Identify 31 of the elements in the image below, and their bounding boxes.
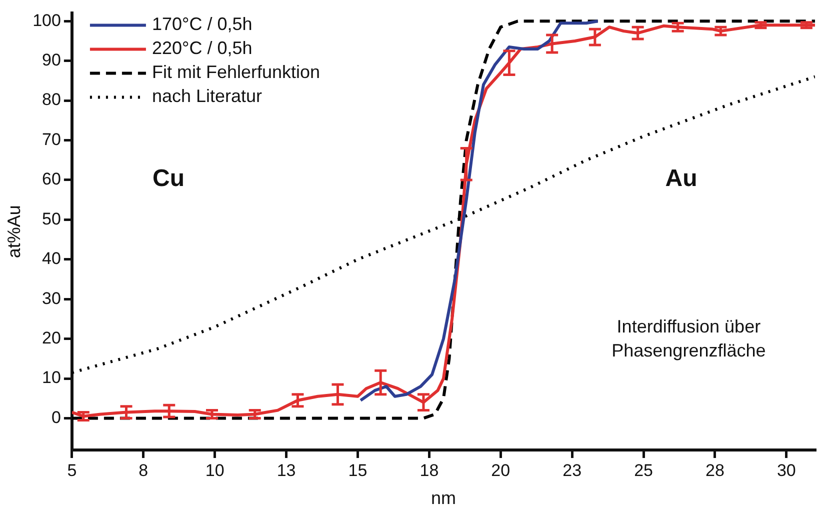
y-tick-label: 10: [42, 368, 61, 388]
x-tick-label: 10: [205, 460, 224, 480]
x-tick-label: 28: [706, 460, 724, 480]
y-tick-label: 70: [42, 130, 61, 149]
legend-label: 170°C / 0,5h: [152, 14, 252, 34]
y-tick-label: 20: [42, 328, 61, 348]
annotation: Cu: [152, 164, 185, 192]
y-tick-label: 40: [42, 249, 61, 268]
legend-label: nach Literatur: [152, 86, 262, 106]
x-tick-label: 15: [348, 460, 368, 480]
y-tick-label: 100: [32, 10, 61, 30]
x-tick-label: 8: [138, 460, 148, 480]
x-tick-label: 13: [276, 460, 296, 480]
y-tick-label: 80: [42, 90, 61, 110]
y-axis-title: at%Au: [4, 205, 24, 258]
legend-label: Fit mit Fehlerfunktion: [152, 62, 320, 82]
x-axis-title: nm: [430, 488, 456, 508]
x-tick-label: 18: [420, 460, 439, 480]
y-tick-label: 0: [51, 408, 61, 427]
x-tick-label: 30: [776, 460, 796, 480]
x-tick-label: 25: [634, 460, 653, 480]
annotation: Interdiffusion über Phasengrenzfläche: [612, 316, 766, 361]
y-tick-label: 60: [42, 170, 61, 189]
y-tick-label: 50: [42, 209, 61, 228]
y-tick-label: 30: [42, 288, 61, 308]
x-tick-label: 23: [562, 460, 582, 480]
y-tick-label: 90: [42, 50, 61, 70]
x-tick-label: 20: [491, 460, 510, 480]
annotation: Au: [665, 164, 698, 192]
legend-label: 220°C / 0,5h: [152, 38, 252, 58]
x-tick-label: 5: [67, 460, 77, 480]
